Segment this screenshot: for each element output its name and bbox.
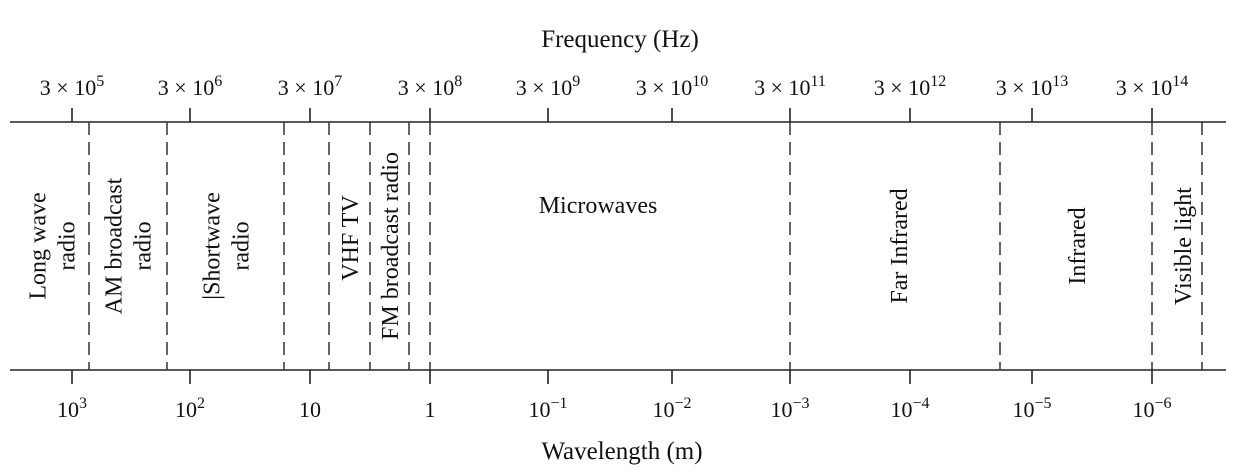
frequency-tick-label: 3 × 1011 — [754, 73, 826, 100]
band-label: Far Infrared — [887, 188, 913, 303]
wavelength-tick-label: 103 — [57, 395, 87, 422]
frequency-tick-label: 3 × 1012 — [874, 73, 946, 100]
frequency-tick-labels: 3 × 105 3 × 106 3 × 107 3 × 108 3 × 109 3 × 1… — [40, 73, 1188, 100]
wavelength-tick-label: 10−2 — [652, 395, 691, 422]
band-labels: Long wave radio AM broadcast radio |Shortwav… — [26, 152, 1198, 340]
frequency-tick-label: 3 × 105 — [40, 73, 104, 100]
wavelength-tick-labels: 103 102 10 1 10−1 10−2 10−3 10−4 10−5 10−6 — [57, 395, 1172, 422]
wavelength-tick-label: 10−4 — [890, 395, 929, 422]
wavelength-axis-title: Wavelength (m) — [541, 438, 702, 465]
axis-ticks — [71, 108, 1153, 384]
band-dividers — [88, 122, 1203, 370]
band-label: VHF TV — [338, 195, 364, 281]
wavelength-tick-label: 10−1 — [528, 395, 567, 422]
band-label: Visible light — [1171, 187, 1197, 305]
band-label: FM broadcast radio — [378, 152, 404, 340]
frequency-tick-label: 3 × 1013 — [996, 73, 1068, 100]
band-label: Infrared — [1065, 207, 1091, 284]
wavelength-tick-label: 10−5 — [1012, 395, 1051, 422]
frequency-tick-label: 3 × 108 — [398, 73, 462, 100]
wavelength-tick-label: 1 — [425, 397, 436, 422]
band-label: |Shortwave radio — [200, 192, 255, 299]
band-label: Microwaves — [539, 193, 658, 219]
frequency-tick-label: 3 × 107 — [278, 73, 342, 100]
frequency-tick-label: 3 × 106 — [158, 73, 222, 100]
wavelength-tick-label: 10−6 — [1132, 395, 1171, 422]
wavelength-tick-label: 10 — [299, 397, 321, 422]
wavelength-tick-label: 102 — [175, 395, 205, 422]
band-label: Long wave radio — [26, 192, 81, 299]
frequency-axis-title: Frequency (Hz) — [541, 26, 699, 53]
frequency-tick-label: 3 × 1010 — [636, 73, 708, 100]
band-label: AM broadcast radio — [102, 177, 157, 314]
wavelength-tick-label: 10−3 — [770, 395, 809, 422]
frequency-tick-label: 3 × 109 — [516, 73, 580, 100]
frequency-tick-label: 3 × 1014 — [1116, 73, 1188, 100]
